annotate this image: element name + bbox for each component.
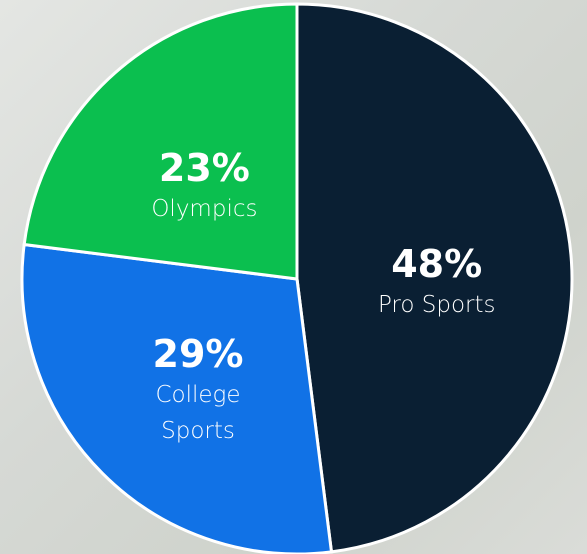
category-label: College Sports <box>155 381 241 444</box>
slice-label: 23% Olympics <box>129 145 279 227</box>
value-label: 48% <box>391 242 483 287</box>
slice-label: 48% Pro Sports <box>362 241 512 323</box>
value-label: 29% <box>152 331 244 376</box>
category-label: Olympics <box>151 195 258 222</box>
pie-slice <box>22 2 299 281</box>
pie-slice <box>20 242 334 554</box>
slice-label: 29% College Sports <box>133 331 263 449</box>
pie-slice <box>295 2 574 554</box>
category-label: Pro Sports <box>377 292 496 319</box>
value-label: 23% <box>158 145 250 190</box>
